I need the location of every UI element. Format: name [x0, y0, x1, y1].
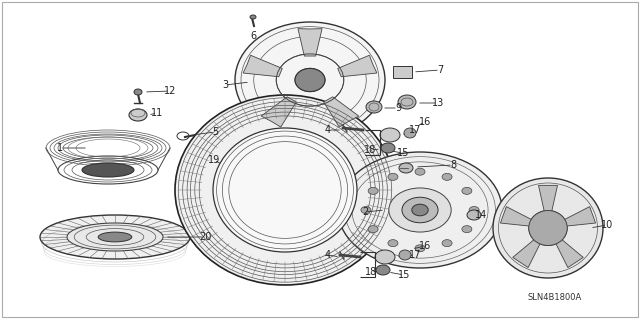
- Text: 18: 18: [365, 267, 377, 277]
- Text: 4: 4: [325, 250, 331, 260]
- Ellipse shape: [82, 163, 134, 177]
- Ellipse shape: [402, 197, 438, 223]
- Text: 12: 12: [164, 86, 176, 96]
- Text: 7: 7: [437, 65, 443, 75]
- Text: 3: 3: [222, 80, 228, 90]
- Ellipse shape: [67, 223, 163, 251]
- Polygon shape: [538, 185, 557, 212]
- Ellipse shape: [295, 68, 325, 92]
- Ellipse shape: [381, 143, 395, 153]
- Ellipse shape: [462, 226, 472, 233]
- Text: 13: 13: [432, 98, 444, 108]
- Text: 20: 20: [199, 232, 211, 242]
- Text: 17: 17: [409, 250, 421, 260]
- Text: 11: 11: [151, 108, 163, 118]
- Ellipse shape: [98, 232, 132, 242]
- Ellipse shape: [412, 204, 428, 216]
- Text: 16: 16: [419, 241, 431, 251]
- Ellipse shape: [398, 95, 416, 109]
- Ellipse shape: [366, 101, 382, 113]
- Polygon shape: [324, 97, 359, 127]
- Ellipse shape: [368, 226, 378, 233]
- Text: 19: 19: [208, 155, 220, 165]
- Ellipse shape: [467, 210, 481, 220]
- Polygon shape: [564, 207, 596, 226]
- Text: 18: 18: [364, 145, 376, 155]
- Ellipse shape: [368, 187, 378, 194]
- Text: 16: 16: [419, 117, 431, 127]
- Text: 14: 14: [475, 210, 487, 220]
- Ellipse shape: [388, 240, 398, 247]
- Text: 15: 15: [398, 270, 410, 280]
- Text: 8: 8: [450, 160, 456, 170]
- Text: 17: 17: [409, 125, 421, 135]
- Ellipse shape: [295, 68, 325, 92]
- Text: 4: 4: [325, 125, 331, 135]
- Ellipse shape: [442, 240, 452, 247]
- Ellipse shape: [361, 206, 371, 213]
- Polygon shape: [338, 55, 377, 77]
- Ellipse shape: [404, 128, 416, 138]
- Ellipse shape: [399, 163, 413, 173]
- Ellipse shape: [40, 215, 190, 259]
- Text: 1: 1: [57, 143, 63, 153]
- Ellipse shape: [134, 89, 142, 95]
- FancyBboxPatch shape: [392, 65, 412, 78]
- Ellipse shape: [399, 250, 411, 260]
- Ellipse shape: [129, 109, 147, 121]
- Polygon shape: [261, 97, 296, 127]
- Ellipse shape: [389, 188, 451, 232]
- Polygon shape: [243, 55, 282, 77]
- Ellipse shape: [388, 173, 398, 180]
- Ellipse shape: [469, 206, 479, 213]
- Text: 9: 9: [395, 103, 401, 113]
- Text: 10: 10: [601, 220, 613, 230]
- Ellipse shape: [380, 128, 400, 142]
- Ellipse shape: [442, 173, 452, 180]
- Ellipse shape: [462, 187, 472, 194]
- Ellipse shape: [415, 245, 425, 252]
- Text: 15: 15: [397, 148, 409, 158]
- Polygon shape: [500, 207, 532, 226]
- Ellipse shape: [375, 250, 395, 264]
- Ellipse shape: [529, 211, 567, 246]
- Text: 6: 6: [250, 31, 256, 41]
- Text: 5: 5: [212, 127, 218, 137]
- Ellipse shape: [493, 178, 603, 278]
- Ellipse shape: [338, 152, 502, 268]
- Ellipse shape: [175, 95, 395, 285]
- Ellipse shape: [250, 15, 256, 19]
- Ellipse shape: [213, 128, 357, 252]
- Ellipse shape: [415, 168, 425, 175]
- Text: SLN4B1800A: SLN4B1800A: [528, 293, 582, 301]
- Polygon shape: [298, 29, 322, 56]
- Ellipse shape: [235, 22, 385, 138]
- Ellipse shape: [376, 265, 390, 275]
- Polygon shape: [556, 239, 583, 268]
- Polygon shape: [513, 239, 540, 268]
- Ellipse shape: [529, 211, 567, 246]
- Text: 2: 2: [362, 207, 368, 217]
